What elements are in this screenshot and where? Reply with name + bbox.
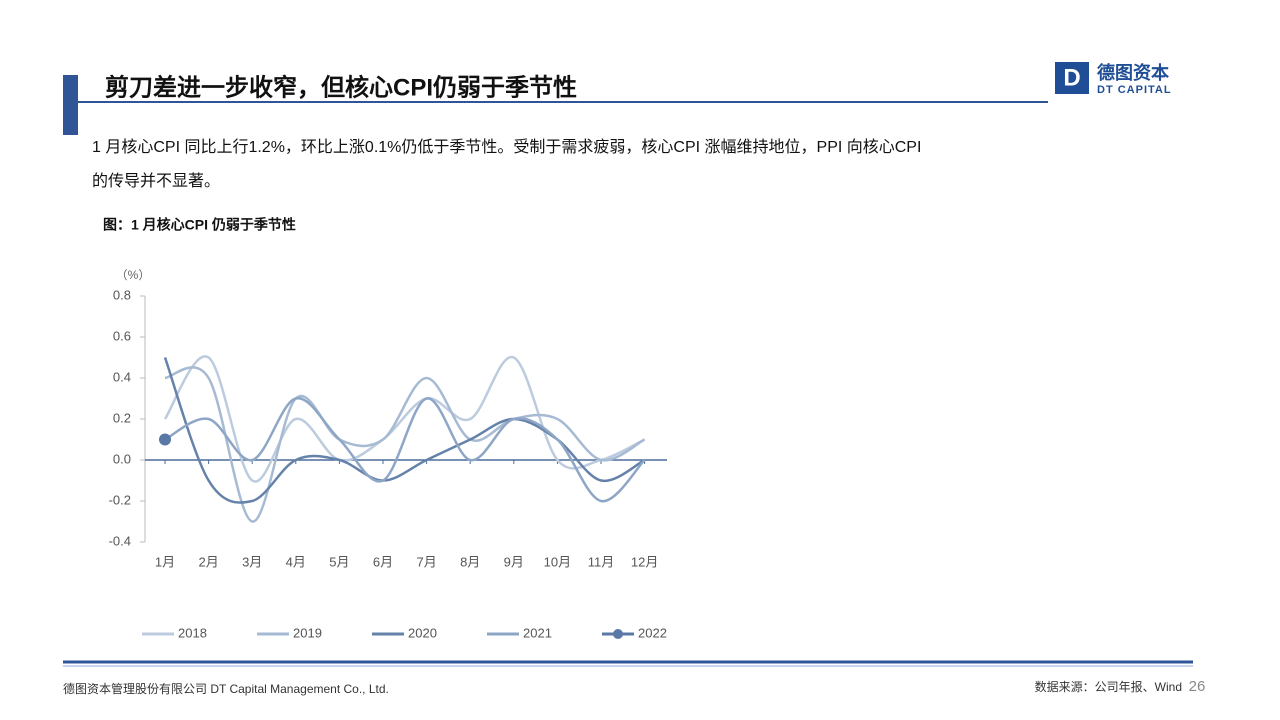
series-line [163,355,646,483]
legend-label: 2022 [638,625,667,640]
body-text: 的传导并不显著。 [92,172,220,190]
y-tick-label: 0.8 [113,287,131,302]
x-tick-label: 3月 [242,554,262,569]
x-tick-label: 8月 [460,554,480,569]
series-line [164,366,646,523]
y-tick-label: 0.6 [113,328,131,343]
legend-label: 2019 [293,625,322,640]
logo-en: DT CAPITAL [1097,84,1172,96]
body-text: 1 月核心CPI 同比上行1.2%，环比上涨0.1%仍低于季节性。受制于需求疲弱… [92,138,921,156]
x-tick-label: 6月 [373,554,393,569]
y-axis-label: （%） [116,268,151,282]
legend-label: 2020 [408,625,437,640]
y-tick-label: -0.2 [109,492,131,507]
chart-title: 图：1 月核心CPI 仍弱于季节性 [103,217,296,233]
slide-title: 剪刀差进一步收窄，但核心CPI仍弱于季节性 [105,73,577,101]
x-tick-label: 1月 [155,554,175,569]
legend-label: 2018 [178,625,207,640]
y-tick-label: -0.4 [109,533,131,548]
x-tick-label: 5月 [329,554,349,569]
series-line [164,397,646,503]
legend-marker [613,629,623,639]
x-tick-label: 10月 [544,554,571,569]
y-tick-label: 0.0 [113,451,131,466]
x-tick-label: 2月 [198,554,218,569]
x-tick-label: 7月 [416,554,436,569]
title-bar [63,75,78,135]
logo-box [1055,62,1089,94]
x-tick-label: 11月 [588,554,615,569]
marker [159,433,171,446]
x-tick-label: 9月 [504,554,524,569]
logo-cn: 德图资本 [1097,62,1169,83]
y-tick-label: 0.2 [113,410,131,425]
y-tick-label: 0.4 [113,369,131,384]
x-tick-label: 4月 [286,554,306,569]
footer-source: 数据来源：公司年报、Wind [1035,679,1182,694]
legend-label: 2021 [523,625,552,640]
x-tick-label: 12月 [631,554,658,569]
footer-company: 德图资本管理股份有限公司 DT Capital Management Co., … [63,681,389,696]
page-number: 26 [1189,678,1206,695]
logo-mark: D [1063,64,1080,91]
